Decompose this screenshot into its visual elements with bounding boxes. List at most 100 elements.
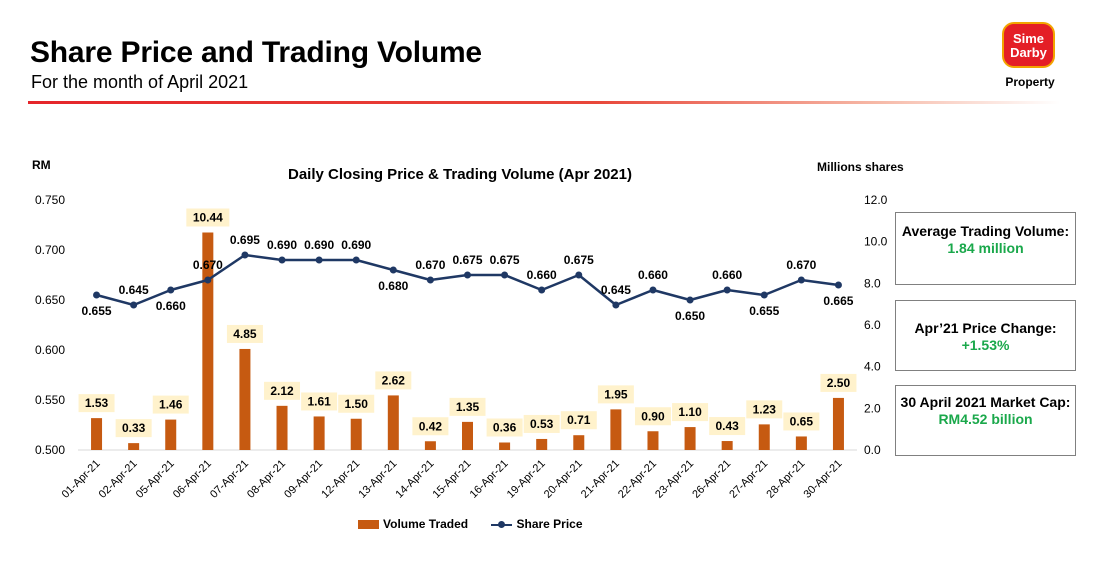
- price-line: [93, 251, 842, 309]
- price-data-label: 0.645: [601, 283, 631, 297]
- page-subtitle: For the month of April 2021: [31, 72, 249, 92]
- chart-title: Daily Closing Price & Trading Volume (Ap…: [288, 166, 632, 183]
- x-tick-label: 05-Apr-21: [134, 458, 177, 501]
- price-point: [278, 256, 286, 264]
- x-tick-label: 22-Apr-21: [616, 458, 659, 501]
- volume-bar: [128, 443, 140, 450]
- volume-label-bg: [560, 411, 597, 430]
- price-point: [501, 271, 509, 279]
- price-data-label: 0.695: [230, 233, 260, 247]
- y-left-tick-label: 0.650: [35, 293, 65, 307]
- y-right-tick-label: 2.0: [864, 401, 881, 415]
- volume-label-bg: [152, 395, 189, 414]
- y-right-tick-label: 8.0: [864, 276, 881, 290]
- volume-data-label: 0.43: [715, 419, 739, 433]
- y-right-tick-label: 12.0: [864, 193, 888, 207]
- x-tick-label: 01-Apr-21: [60, 458, 103, 501]
- volume-data-label: 0.33: [122, 421, 146, 435]
- volume-label-bg: [186, 208, 230, 227]
- legend-item-volume: Volume Traded: [358, 516, 468, 531]
- volume-label-bg: [226, 324, 263, 343]
- volume-label-bg: [115, 419, 152, 438]
- volume-label-bg: [523, 414, 560, 433]
- volume-data-label: 0.42: [419, 419, 443, 433]
- y-right-axis-title: Millions shares: [817, 160, 904, 174]
- x-tick-label: 06-Apr-21: [171, 458, 214, 501]
- volume-data-label: 1.50: [345, 397, 369, 411]
- volume-bar: [832, 397, 844, 450]
- price-data-label: 0.670: [193, 258, 223, 272]
- volume-label-bg: [301, 392, 338, 411]
- price-point: [389, 266, 397, 274]
- logo-word-sime: Sime: [1012, 31, 1045, 46]
- volume-data-label: 1.95: [604, 387, 628, 401]
- legend-label-volume: Volume Traded: [383, 517, 469, 532]
- volume-label-bg: [820, 373, 857, 392]
- y-left-axis-title: RM: [32, 158, 51, 172]
- price-data-label: 0.660: [712, 268, 742, 282]
- x-tick-label: 16-Apr-21: [468, 458, 511, 501]
- volume-label-bg: [597, 385, 634, 404]
- volume-label-bg: [375, 371, 412, 390]
- price-point: [797, 276, 805, 284]
- price-data-label: 0.650: [675, 309, 705, 323]
- price-point: [612, 301, 620, 309]
- price-data-label: 0.665: [823, 294, 853, 308]
- kpi-value: 1.84 million: [947, 240, 1024, 256]
- price-data-label: 0.670: [415, 258, 445, 272]
- price-point: [167, 286, 175, 294]
- logo-word-darby: Darby: [1010, 45, 1047, 60]
- volume-bar: [647, 431, 659, 450]
- volume-data-label: 0.36: [493, 421, 517, 435]
- kpi-label: 30 April 2021 Market Cap:: [900, 394, 1071, 410]
- price-point: [723, 286, 731, 294]
- legend-swatch-volume: [358, 519, 379, 529]
- price-data-label: 0.690: [267, 238, 297, 252]
- volume-bar: [462, 421, 473, 450]
- volume-data-label: 0.71: [567, 413, 591, 427]
- volume-data-label: 1.46: [159, 398, 183, 412]
- volume-data-label: 10.44: [193, 211, 223, 225]
- x-tick-label: 15-Apr-21: [431, 458, 474, 501]
- logo-word-property: Property: [1005, 75, 1055, 89]
- kpi-average-volume: Average Trading Volume: 1.84 million: [895, 212, 1076, 285]
- price-data-label: 0.660: [156, 299, 186, 313]
- volume-label-bg: [709, 417, 746, 436]
- price-point: [315, 256, 323, 264]
- x-tick-label: 14-Apr-21: [393, 458, 436, 501]
- x-tick-label: 20-Apr-21: [542, 458, 585, 501]
- x-tick-label: 09-Apr-21: [282, 458, 325, 501]
- volume-data-label: 1.23: [753, 402, 777, 416]
- price-point: [686, 296, 694, 304]
- price-data-label: 0.670: [786, 258, 816, 272]
- price-point: [241, 251, 249, 259]
- volume-label-bg: [746, 400, 783, 419]
- price-data-label: 0.660: [638, 268, 668, 282]
- volume-bars: [91, 232, 844, 450]
- volume-data-label: 1.35: [456, 400, 480, 414]
- price-point: [760, 291, 768, 299]
- logo-tile: Sime Darby: [1002, 22, 1055, 68]
- price-point: [464, 271, 471, 279]
- price-data-label: 0.655: [749, 304, 779, 318]
- y-left-tick-label: 0.500: [35, 443, 65, 457]
- volume-label-bg: [486, 418, 523, 437]
- price-point: [575, 271, 583, 279]
- volume-bar: [536, 438, 548, 450]
- kpi-value: RM4.52 billion: [938, 411, 1033, 427]
- kpi-value: +1.53%: [961, 337, 1010, 353]
- volume-bar: [165, 419, 177, 450]
- volume-bar: [499, 442, 511, 450]
- volume-label-bg: [78, 394, 115, 413]
- chart-legend: Volume Traded Share Price: [358, 516, 603, 534]
- x-tick-label: 23-Apr-21: [653, 458, 696, 501]
- price-point: [204, 276, 212, 284]
- volume-label-bg: [449, 397, 486, 416]
- price-data-label: 0.645: [119, 283, 149, 297]
- x-tick-label: 19-Apr-21: [505, 458, 548, 501]
- volume-bar: [721, 441, 733, 450]
- x-tick-label: 12-Apr-21: [319, 458, 362, 501]
- data-labels: 1.53 0.33 1.46 10.44 4.85 2.12 1.61 1.50 2.62 0.4…: [78, 208, 857, 438]
- volume-bar: [313, 416, 325, 450]
